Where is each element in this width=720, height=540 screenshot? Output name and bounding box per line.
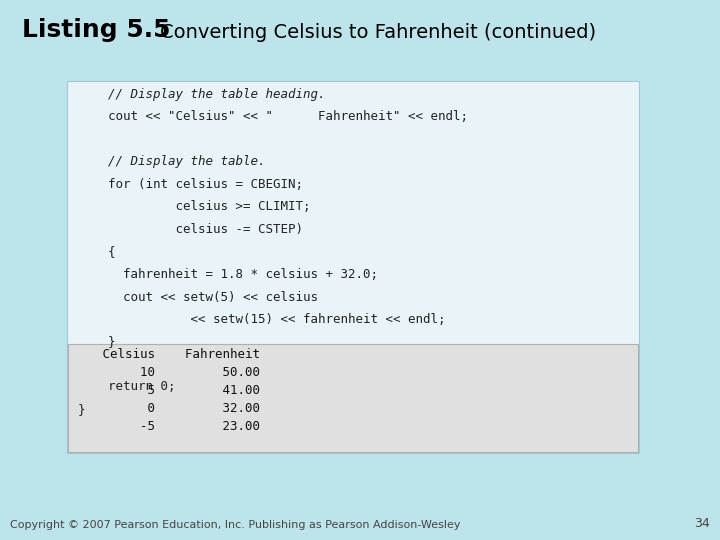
Text: 0         32.00: 0 32.00: [80, 402, 260, 415]
Text: -5         23.00: -5 23.00: [80, 420, 260, 433]
Text: for (int celsius = CBEGIN;: for (int celsius = CBEGIN;: [78, 178, 303, 191]
FancyBboxPatch shape: [67, 81, 639, 453]
Text: Converting Celsius to Fahrenheit (continued): Converting Celsius to Fahrenheit (contin…: [160, 23, 596, 42]
Text: return 0;: return 0;: [78, 381, 176, 394]
Text: cout << setw(5) << celsius: cout << setw(5) << celsius: [78, 291, 318, 303]
Text: fahrenheit = 1.8 * celsius + 32.0;: fahrenheit = 1.8 * celsius + 32.0;: [78, 268, 378, 281]
Bar: [68, 344, 638, 452]
Text: // Display the table heading.: // Display the table heading.: [78, 88, 325, 101]
Text: 34: 34: [694, 517, 710, 530]
Text: Listing 5.5: Listing 5.5: [22, 18, 171, 42]
Text: Copyright © 2007 Pearson Education, Inc. Publishing as Pearson Addison-Wesley: Copyright © 2007 Pearson Education, Inc.…: [10, 520, 461, 530]
Text: << setw(15) << fahrenheit << endl;: << setw(15) << fahrenheit << endl;: [78, 313, 446, 326]
Text: celsius >= CLIMIT;: celsius >= CLIMIT;: [78, 200, 310, 213]
Text: // Display the table.: // Display the table.: [78, 156, 266, 168]
Text: }: }: [78, 403, 86, 416]
Text: {: {: [78, 246, 115, 259]
Text: 10         50.00: 10 50.00: [80, 366, 260, 379]
Text: 5         41.00: 5 41.00: [80, 384, 260, 397]
Text: cout << "Celsius" << "      Fahrenheit" << endl;: cout << "Celsius" << " Fahrenheit" << en…: [78, 111, 468, 124]
Text: celsius -= CSTEP): celsius -= CSTEP): [78, 223, 303, 236]
Text: Celsius    Fahrenheit: Celsius Fahrenheit: [80, 348, 260, 361]
Text: }: }: [78, 335, 115, 348]
